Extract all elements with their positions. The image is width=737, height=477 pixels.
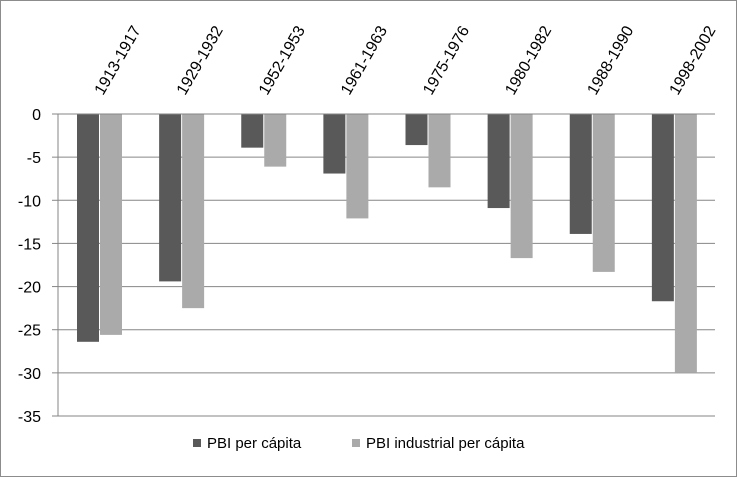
bar-pbi-industrial-per-capita	[100, 114, 122, 335]
bar-pbi-per-capita	[77, 114, 99, 342]
bar-pbi-per-capita	[159, 114, 182, 282]
bar-pbi-per-capita	[651, 114, 674, 302]
legend-label: PBI industrial per cápita	[366, 435, 525, 452]
y-tick-label: -10	[18, 193, 41, 210]
x-category-label: 1929-1932	[174, 23, 227, 98]
bar-pbi-industrial-per-capita	[346, 114, 369, 219]
y-tick-label: -30	[18, 366, 41, 383]
legend-swatch	[352, 439, 360, 447]
bar-pbi-industrial-per-capita	[592, 114, 615, 272]
x-category-label: 1988-1990	[584, 23, 637, 98]
legend: PBI per cápita PBI industrial per cápita	[193, 435, 525, 452]
bar-pbi-per-capita	[405, 114, 428, 146]
bar-pbi-per-capita	[241, 114, 264, 148]
x-category-label: 1913-1917	[92, 23, 145, 98]
bar-pbi-industrial-per-capita	[264, 114, 287, 167]
y-tick-label: -5	[27, 150, 41, 167]
bar-pbi-per-capita	[569, 114, 592, 234]
legend-swatch	[193, 439, 201, 447]
bar-pbi-per-capita	[487, 114, 510, 209]
bar-pbi-industrial-per-capita	[428, 114, 451, 188]
y-tick-label: -25	[18, 323, 41, 340]
y-tick-label: -15	[18, 236, 41, 253]
x-category-label: 1998-2002	[667, 23, 720, 98]
x-category-label: 1975-1976	[420, 23, 473, 98]
bar-pbi-industrial-per-capita	[182, 114, 205, 309]
x-category-label: 1952-1953	[256, 23, 309, 98]
y-tick-label: -20	[18, 280, 41, 297]
x-axis-labels: 1913-1917 1929-1932 1952-1953 1961-1963 1975…	[92, 23, 720, 98]
y-tick-label: 0	[32, 107, 41, 124]
legend-label: PBI per cápita	[207, 435, 302, 452]
bars	[77, 114, 697, 373]
y-axis-ticks: 0 -5 -10 -15 -20 -25 -30 -35	[18, 107, 58, 426]
bar-pbi-per-capita	[323, 114, 346, 174]
x-category-label: 1961-1963	[338, 23, 391, 98]
bar-pbi-industrial-per-capita	[674, 114, 697, 373]
x-category-label: 1980-1982	[502, 23, 555, 98]
gridlines	[58, 156, 715, 417]
bar-pbi-industrial-per-capita	[510, 114, 533, 259]
y-tick-label: -35	[18, 409, 41, 426]
